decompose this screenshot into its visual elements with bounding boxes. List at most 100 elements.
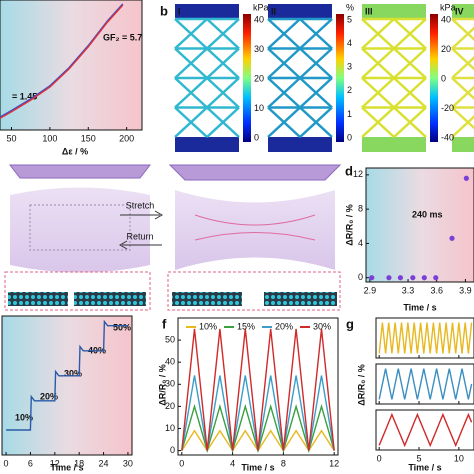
colorbar-tick: 0 (254, 132, 259, 142)
y-tick-label: 8 (358, 204, 363, 214)
end-block (452, 4, 474, 19)
end-block (268, 137, 332, 152)
zoom-box (4, 271, 151, 311)
annotation: 20% (40, 391, 58, 401)
y-tick-label: 50 (165, 334, 175, 344)
lattice-strut (451, 17, 474, 50)
crystal (172, 292, 242, 306)
x-tick-label: 4 (230, 458, 235, 468)
series-line (0, 4, 124, 119)
point (449, 235, 455, 241)
lattice-strut (451, 76, 474, 109)
axes-frame (375, 317, 474, 359)
lattice-strut (299, 76, 333, 109)
y-tick-label: 10 (165, 423, 175, 433)
x-tick-label: 30 (123, 458, 133, 468)
y-tick-label: 30 (165, 379, 175, 389)
colorbar-tick: 5 (347, 14, 352, 24)
arrow-label: Return (126, 231, 153, 241)
x-tick-label: 2.9 (364, 285, 377, 295)
colorbar-tick: 40 (254, 14, 264, 24)
lattice-strut (299, 47, 333, 79)
lattice-strut (393, 76, 427, 109)
lattice-strut (393, 106, 427, 138)
crystal (8, 292, 68, 306)
colorbar-unit: % (346, 2, 354, 12)
point (421, 275, 427, 281)
x-axis-label: Time / s (50, 462, 83, 472)
colorbar-tick: -20 (441, 103, 454, 113)
x-tick-label: 100 (42, 133, 57, 143)
lattice-strut (206, 106, 240, 138)
y-tick-label: 4 (358, 238, 363, 248)
colorbar-unit: kPa (253, 2, 269, 12)
lattice-strut (393, 17, 427, 50)
lattice-strut (174, 17, 208, 50)
legend-label: 30% (313, 321, 331, 331)
structure-label: II (271, 6, 276, 16)
lattice-strut (267, 106, 301, 138)
x-tick-label: 3.3 (402, 285, 415, 295)
series-line (0, 3, 124, 118)
annotation: 240 ms (412, 209, 443, 219)
lattice-strut (206, 76, 240, 109)
lattice-strut (361, 17, 395, 50)
x-tick-label: 12 (50, 458, 60, 468)
network (29, 204, 131, 251)
lattice-strut (267, 76, 301, 109)
x-tick-label: 12 (329, 458, 339, 468)
structure-label: I (178, 6, 181, 16)
y-axis-label: ΔR/R₀ / % (344, 204, 354, 246)
x-tick-label: 200 (119, 133, 134, 143)
x-tick-label: 6 (28, 458, 33, 468)
axes-frame (375, 363, 474, 405)
lattice-strut (361, 76, 395, 109)
annotation: 50% (113, 322, 131, 332)
series-line (378, 322, 473, 354)
x-tick-label: 0 (4, 458, 9, 468)
x-tick-label: 8 (281, 458, 286, 468)
schematics: Stretch Return b (4, 3, 342, 311)
colorbar-tick: 0 (347, 132, 352, 142)
colorbar (430, 14, 438, 142)
lattice-strut (174, 47, 208, 79)
end-block (268, 4, 332, 19)
point (410, 275, 416, 281)
axes-frame (0, 0, 143, 131)
axes-frame (365, 167, 474, 283)
annotation: = 1.45 (12, 91, 37, 101)
plot-background (366, 168, 474, 282)
series-line (378, 368, 473, 400)
x-tick-label: 3.9 (459, 285, 472, 295)
colorbar-tick: 4 (347, 38, 352, 48)
end-block (362, 137, 426, 152)
y-tick-label: 40 (165, 357, 175, 367)
lattice-strut (451, 106, 474, 138)
zoom-box (167, 271, 341, 311)
series-line (181, 328, 335, 451)
y-tick-label: 0 (170, 445, 175, 455)
legend-label: 15% (237, 321, 255, 331)
legend-label: 20% (275, 321, 293, 331)
lattice-strut (393, 47, 427, 79)
axes-frame (375, 409, 474, 451)
lattice-strut (206, 47, 240, 79)
x-axis-label: Δε / % (62, 146, 88, 156)
x-axis-label: Time / s (403, 302, 436, 312)
axes-frame (177, 317, 339, 456)
gel-blob (10, 187, 150, 273)
end-block (452, 137, 474, 152)
colorbar-tick: -40 (441, 132, 454, 142)
x-tick-label: 50 (7, 133, 17, 143)
colorbar-tick: 3 (347, 62, 352, 72)
colorbar (336, 14, 344, 142)
colorbar-tick: 30 (254, 44, 264, 54)
annotation: 10% (15, 412, 33, 422)
lattice-strut (361, 47, 395, 79)
point (386, 275, 392, 281)
annotation: GF₂ = 5.7 (103, 32, 142, 42)
network (194, 214, 316, 241)
lattice-strut (267, 47, 301, 79)
arrow-label: Stretch (126, 200, 155, 210)
axes-frame (1, 315, 133, 456)
